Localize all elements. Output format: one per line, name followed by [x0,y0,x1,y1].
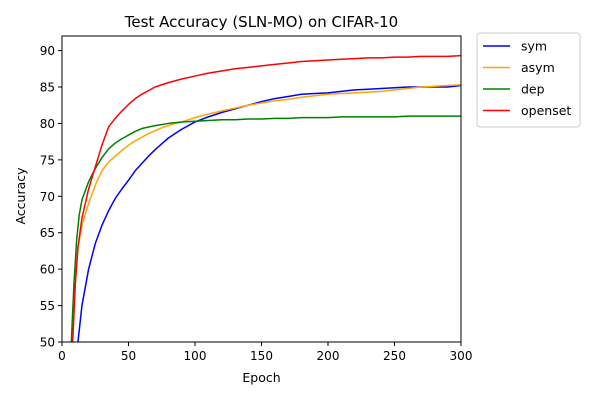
y-axis-label: Accuracy [13,167,28,225]
y-tick-label: 80 [40,117,55,131]
x-tick-label: 300 [450,349,473,363]
x-tick-label: 100 [184,349,207,363]
y-tick-label: 50 [40,336,55,350]
legend-box [476,32,581,128]
x-tick-label: 200 [317,349,340,363]
y-tick-label: 65 [40,226,55,240]
chart-title: Test Accuracy (SLN-MO) on CIFAR-10 [124,13,398,31]
legend-label-openset: openset [521,103,571,118]
x-tick-label: 150 [250,349,273,363]
series-line-asym [71,84,461,342]
y-tick-label: 55 [40,299,55,313]
x-tick-label: 50 [121,349,136,363]
y-tick-label: 70 [40,190,55,204]
legend-label-dep: dep [521,82,545,97]
legend-label-asym: asym [521,60,555,75]
x-tick-label: 250 [383,349,406,363]
legend: sym asym dep openset [476,32,581,128]
y-tick-label: 60 [40,263,55,277]
y-tick-label: 75 [40,153,55,167]
series-line-sym [77,84,461,342]
x-axis-label: Epoch [242,370,280,385]
series-line-dep [70,115,461,342]
plot-area [70,54,461,342]
y-tick-label: 85 [40,81,55,95]
legend-label-sym: sym [521,39,547,54]
y-tick-label: 90 [40,44,55,58]
series-line-openset [71,54,461,342]
x-tick-label: 0 [58,349,66,363]
